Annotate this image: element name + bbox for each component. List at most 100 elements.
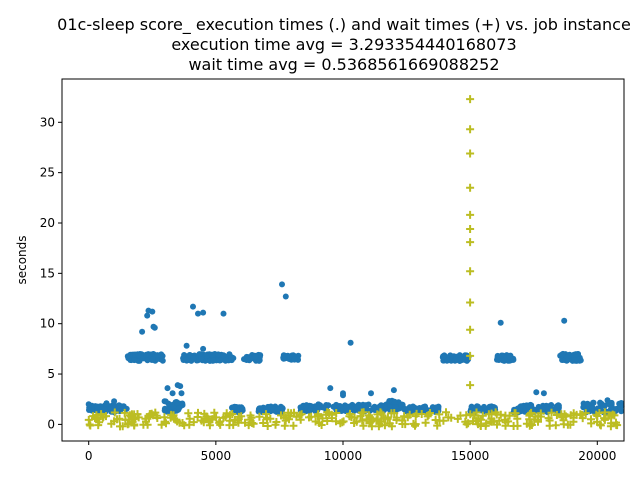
- wait-time-point: [157, 420, 166, 429]
- wait-time-point: [327, 410, 336, 419]
- execution-time-point: [497, 319, 504, 326]
- wait-time-point: [527, 421, 536, 429]
- wait-time-point: [358, 416, 367, 425]
- wait-time-point: [466, 95, 475, 104]
- execution-time-point: [280, 355, 287, 362]
- wait-time-point: [536, 409, 545, 418]
- execution-time-point: [617, 404, 624, 411]
- execution-time-point: [410, 403, 416, 410]
- wait-time-point: [184, 409, 193, 418]
- execution-time-point: [175, 405, 182, 412]
- execution-time-point: [291, 356, 298, 363]
- execution-time-point: [506, 353, 513, 360]
- execution-time-point: [306, 408, 313, 414]
- execution-time-point: [196, 351, 203, 358]
- execution-time-point: [430, 407, 437, 414]
- execution-time-point: [215, 351, 222, 358]
- execution-time-point: [190, 303, 196, 310]
- execution-time-point: [325, 402, 332, 409]
- wait-time-point: [606, 422, 615, 431]
- execution-time-point: [314, 405, 321, 412]
- execution-time-point: [561, 317, 568, 324]
- execution-time-point: [162, 398, 169, 405]
- wait-time-point: [194, 408, 202, 417]
- execution-time-point: [151, 324, 158, 331]
- wait-time-point: [180, 421, 189, 430]
- wait-time-point: [466, 210, 475, 219]
- wait-time-point: [462, 411, 471, 420]
- execution-time-point: [482, 406, 489, 413]
- execution-time-point: [282, 293, 289, 300]
- wait-time-point: [501, 421, 510, 430]
- wait-time-point: [147, 409, 156, 418]
- execution-time-point: [440, 353, 447, 360]
- wait-time-point: [202, 412, 211, 421]
- wait-time-point: [84, 415, 93, 424]
- wait-time-point: [131, 414, 139, 423]
- execution-time-point: [545, 406, 552, 413]
- execution-time-point: [135, 351, 142, 358]
- execution-time-point: [217, 357, 224, 364]
- y-axis-label: seconds: [15, 235, 29, 284]
- wait-time-point: [392, 413, 401, 422]
- execution-time-point: [361, 403, 368, 410]
- wait-time-point: [367, 422, 376, 431]
- y-tick-label: 20: [40, 216, 55, 230]
- wait-time-point: [505, 411, 514, 420]
- y-tick-label: 0: [47, 417, 55, 431]
- execution-time-point: [333, 401, 340, 408]
- wait-time-point: [364, 411, 373, 420]
- wait-time-point: [229, 420, 238, 429]
- execution-time-point: [252, 353, 259, 360]
- execution-time-point: [183, 357, 190, 363]
- execution-time-point: [421, 403, 428, 410]
- execution-time-point: [161, 407, 168, 414]
- wait-time-point: [110, 417, 119, 426]
- execution-time-point: [452, 357, 458, 364]
- execution-time-point: [144, 312, 151, 319]
- execution-time-series: [85, 281, 625, 416]
- wait-time-point: [277, 411, 285, 420]
- execution-time-point: [533, 389, 540, 396]
- wait-time-point: [466, 351, 475, 360]
- execution-time-point: [392, 403, 399, 410]
- wait-time-point: [169, 411, 178, 420]
- wait-time-point: [478, 411, 487, 420]
- execution-time-point: [178, 390, 185, 397]
- wait-time-point: [281, 416, 290, 425]
- chart-title-line-2: execution time avg = 3.293354440168073: [171, 35, 516, 54]
- wait-time-point: [534, 417, 542, 426]
- wait-time-series: [84, 95, 622, 431]
- execution-time-point: [231, 403, 238, 410]
- wait-time-point: [513, 421, 522, 430]
- execution-time-point: [195, 310, 201, 317]
- execution-time-point: [390, 387, 397, 394]
- execution-time-point: [571, 357, 578, 364]
- wait-time-point: [474, 420, 482, 429]
- y-tick-label: 30: [40, 115, 55, 129]
- x-tick-label: 0: [85, 449, 93, 463]
- execution-time-point: [370, 405, 377, 411]
- execution-time-point: [143, 351, 150, 358]
- wait-time-point: [433, 421, 442, 430]
- y-tick-label: 15: [40, 266, 55, 280]
- execution-time-point: [368, 390, 374, 397]
- wait-time-point: [143, 420, 152, 429]
- execution-time-point: [434, 404, 441, 411]
- wait-time-point: [118, 422, 127, 431]
- execution-time-point: [347, 339, 354, 346]
- y-tick-label: 5: [47, 367, 55, 381]
- wait-time-point: [323, 417, 332, 425]
- execution-time-point: [139, 328, 146, 335]
- y-axis-ticks: 0 5 10 15 20 25 30: [40, 115, 62, 431]
- wait-time-point: [357, 408, 366, 417]
- wait-time-point: [89, 412, 98, 421]
- execution-time-point: [159, 357, 166, 364]
- wait-time-point: [610, 411, 619, 420]
- execution-time-point: [604, 397, 611, 404]
- execution-time-point: [590, 399, 597, 406]
- wait-time-point: [210, 408, 219, 417]
- wait-time-point: [332, 409, 341, 417]
